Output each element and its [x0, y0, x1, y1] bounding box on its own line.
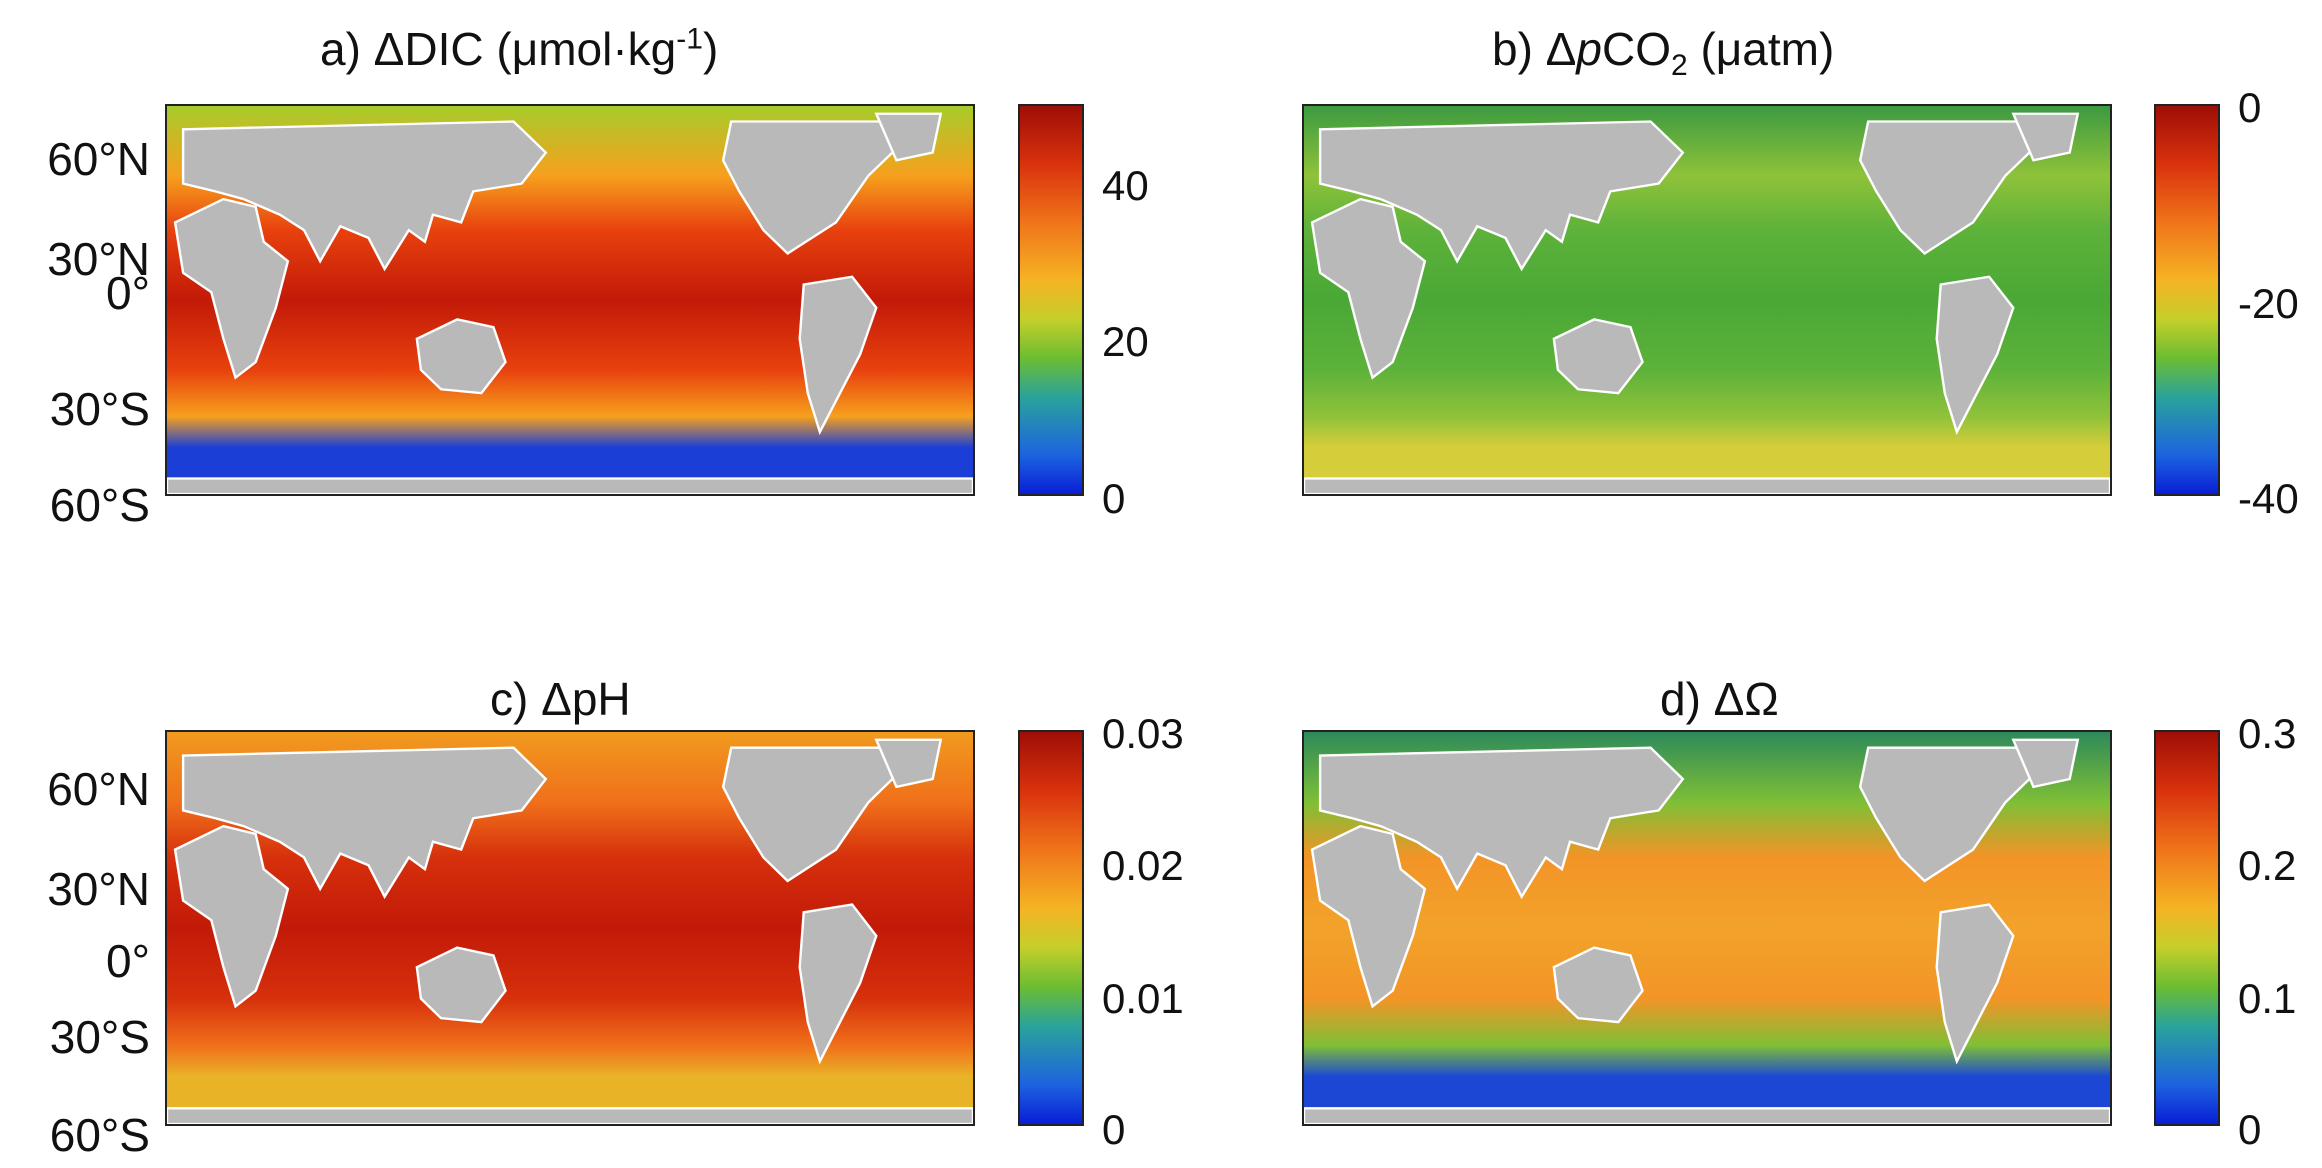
map-c-landmass-2 [415, 946, 507, 1024]
panel-c-title: c) ΔpH [490, 673, 631, 725]
map-d-landmass-2 [1552, 946, 1644, 1024]
lat-label-30s: 30°S [49, 383, 150, 435]
map-a-svg [167, 106, 973, 494]
colorbar-a [1018, 104, 1084, 496]
map-b-landmass-5 [1935, 275, 2015, 436]
colorbar-d-tick-0: 0 [2238, 1106, 2262, 1153]
map-d-landmass-1 [1318, 746, 1685, 900]
colorbar-c [1018, 730, 1084, 1126]
colorbar-b [2154, 104, 2220, 496]
colorbar-d-tick-02: 0.2 [2238, 842, 2297, 889]
map-b-svg [1304, 106, 2110, 494]
lat-label-60n-c: 60°N [47, 763, 150, 815]
map-c-svg [167, 732, 973, 1124]
lat-label-eq-c: 0° [106, 935, 150, 987]
map-a-landmass-2 [415, 318, 507, 395]
map-b-landmass-2 [1552, 318, 1644, 395]
map-b-landmass-4 [2011, 112, 2080, 162]
lat-label-30n-c: 30°N [47, 863, 150, 915]
lat-label-30s-c: 30°S [49, 1011, 150, 1063]
colorbar-a-tick-20: 20 [1102, 318, 1149, 365]
panel-a-title: a) ΔDIC (μmol·kg-1) [320, 22, 719, 75]
map-a-landmass-6 [167, 477, 973, 494]
colorbar-c-tick-003: 0.03 [1102, 710, 1184, 757]
map-a-landmass-5 [798, 275, 878, 436]
lat-label-eq: 0° [106, 267, 150, 319]
colorbar-a-tick-0: 0 [1102, 475, 1126, 522]
lat-label-30n: 30°N [47, 233, 150, 285]
lat-label-60s-c: 60°S [49, 1109, 150, 1161]
map-d-landmass-0 [1310, 824, 1427, 1009]
colorbar-b-tick-m20: -20 [2238, 280, 2299, 327]
map-c-landmass-6 [167, 1107, 973, 1124]
panel-d-title: d) ΔΩ [1660, 673, 1779, 725]
colorbar-d-tick-03: 0.3 [2238, 710, 2297, 757]
map-c-landmass-4 [874, 738, 943, 789]
colorbar-c-tick-002: 0.02 [1102, 842, 1184, 889]
colorbar-d-tick-01: 0.1 [2238, 975, 2297, 1022]
map-b-landmass-6 [1304, 477, 2110, 494]
panel-b-title: b) ΔpCO2 (μatm) [1492, 23, 1835, 83]
map-a-landmass-1 [181, 120, 548, 272]
map-c-landmass-5 [798, 903, 878, 1065]
map-d [1302, 730, 2112, 1126]
map-b [1302, 104, 2112, 496]
map-a-landmass-0 [173, 197, 290, 380]
colorbar-b-tick-0: 0 [2238, 84, 2262, 131]
map-b-landmass-1 [1318, 120, 1685, 272]
colorbar-c-tick-0: 0 [1102, 1106, 1126, 1153]
map-d-svg [1304, 732, 2110, 1124]
map-b-landmass-0 [1310, 197, 1427, 380]
colorbar-b-tick-m40: -40 [2238, 475, 2299, 522]
map-d-landmass-6 [1304, 1107, 2110, 1124]
map-a-landmass-4 [874, 112, 943, 162]
colorbar-d [2154, 730, 2220, 1126]
lat-label-60s: 60°S [49, 479, 150, 531]
colorbar-c-tick-001: 0.01 [1102, 975, 1184, 1022]
map-c-landmass-0 [173, 824, 290, 1009]
map-c [165, 730, 975, 1126]
colorbar-a-tick-40: 40 [1102, 162, 1149, 209]
lat-label-60n: 60°N [47, 133, 150, 185]
map-a [165, 104, 975, 496]
map-c-landmass-1 [181, 746, 548, 900]
map-d-landmass-4 [2011, 738, 2080, 789]
map-d-landmass-5 [1935, 903, 2015, 1065]
